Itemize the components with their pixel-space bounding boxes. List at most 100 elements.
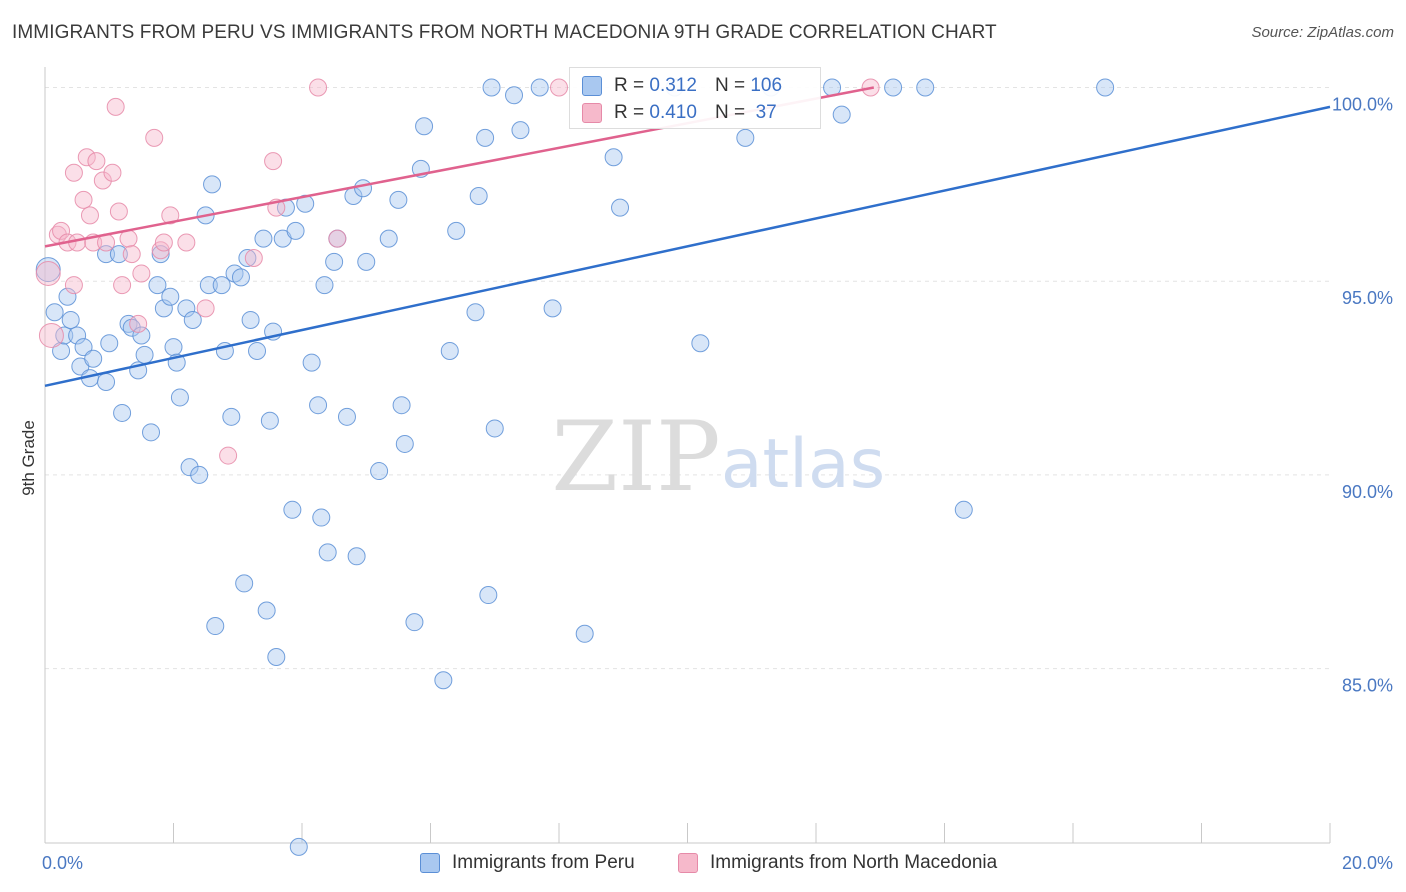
data-point-peru <box>543 299 562 318</box>
trend-lines <box>44 86 1331 388</box>
data-point-peru <box>289 837 308 856</box>
data-point-macedonia <box>550 78 568 97</box>
data-point-macedonia <box>309 78 328 97</box>
peru-swatch-icon <box>420 853 440 873</box>
data-point-peru <box>434 671 453 690</box>
stats-row-macedonia: R = 0.410 N = 37 <box>582 101 777 125</box>
data-point-peru <box>135 345 154 364</box>
data-point-peru <box>148 276 167 295</box>
legend-label-macedonia: Immigrants from North Macedonia <box>710 852 998 873</box>
data-point-peru <box>45 303 64 322</box>
series-peru <box>35 78 1115 856</box>
data-point-peru <box>180 458 199 477</box>
chart-legend: Immigrants from Peru Immigrants from Nor… <box>0 852 1406 878</box>
trend-line-peru <box>44 105 1331 388</box>
data-point-macedonia <box>244 248 263 267</box>
data-point-macedonia <box>38 322 64 348</box>
data-point-macedonia <box>77 148 96 167</box>
data-point-macedonia <box>52 221 71 240</box>
data-point-macedonia <box>106 97 125 116</box>
n-label: N = <box>714 75 746 96</box>
data-point-peru <box>100 334 119 353</box>
r-label: R = <box>614 75 645 96</box>
data-point-peru <box>485 419 504 438</box>
data-point-peru <box>183 310 202 329</box>
data-point-peru <box>916 78 935 97</box>
r-value: 0.410 <box>649 102 697 123</box>
data-point-macedonia <box>145 128 164 147</box>
data-point-peru <box>241 310 260 329</box>
chart-title: IMMIGRANTS FROM PERU VS IMMIGRANTS FROM … <box>12 22 997 43</box>
data-point-peru <box>479 586 498 605</box>
data-point-macedonia <box>264 152 283 171</box>
n-value: 106 <box>750 75 783 96</box>
data-point-peru <box>84 349 103 368</box>
series-macedonia <box>35 78 880 465</box>
data-point-macedonia <box>64 276 83 295</box>
correlation-stats-box: R = 0.312 N = 106 R = 0.410 N = 37 <box>569 67 821 129</box>
data-point-peru <box>575 624 594 643</box>
data-point-peru <box>954 500 973 519</box>
data-point-peru <box>164 338 183 357</box>
data-point-peru <box>142 423 161 442</box>
data-point-peru <box>257 601 276 620</box>
data-point-macedonia <box>64 163 83 182</box>
data-point-peru <box>248 341 267 360</box>
data-point-macedonia <box>93 171 112 190</box>
macedonia-swatch-icon <box>582 103 602 123</box>
data-point-peru <box>177 299 196 318</box>
data-point-peru <box>392 396 411 415</box>
data-point-peru <box>302 353 321 372</box>
x-tick-label: 0.0% <box>42 853 83 873</box>
data-point-peru <box>476 128 495 147</box>
data-point-peru <box>884 78 903 97</box>
data-point-peru <box>212 276 231 295</box>
data-point-peru <box>347 547 366 566</box>
data-point-peru <box>55 326 74 345</box>
legend-item-macedonia[interactable]: Immigrants from North Macedonia <box>678 852 997 874</box>
data-point-peru <box>68 326 87 345</box>
data-point-peru <box>370 462 389 481</box>
data-point-peru <box>611 198 630 217</box>
data-point-peru <box>466 303 485 322</box>
data-point-macedonia <box>328 229 347 248</box>
data-point-peru <box>325 252 344 271</box>
data-point-peru <box>286 221 305 240</box>
data-point-macedonia <box>87 152 106 171</box>
data-point-peru <box>440 341 459 360</box>
data-point-peru <box>405 613 424 632</box>
data-point-peru <box>267 648 286 667</box>
y-tick-label: 95.0% <box>1342 288 1393 308</box>
n-value: 37 <box>750 102 777 123</box>
watermark-atlas: atlas <box>721 425 885 504</box>
data-point-peru <box>97 372 116 391</box>
data-point-peru <box>170 388 189 407</box>
y-tick-label: 85.0% <box>1342 676 1393 696</box>
data-point-macedonia <box>122 245 141 264</box>
data-point-macedonia <box>35 260 61 286</box>
data-point-peru <box>231 268 250 287</box>
data-point-peru <box>691 334 710 353</box>
data-point-macedonia <box>161 206 180 225</box>
data-point-peru <box>206 617 225 636</box>
data-point-peru <box>74 338 93 357</box>
data-point-peru <box>254 229 273 248</box>
macedonia-swatch-icon <box>678 853 698 873</box>
data-point-peru <box>415 117 434 136</box>
data-point-peru <box>1096 78 1115 97</box>
data-point-peru <box>337 407 356 426</box>
y-axis-title: 9th Grade <box>19 420 38 496</box>
data-point-macedonia <box>132 264 151 283</box>
data-point-peru <box>113 403 132 422</box>
data-point-peru <box>315 276 334 295</box>
data-point-peru <box>199 276 218 295</box>
source-credit: Source: ZipAtlas.com <box>1251 24 1394 41</box>
data-point-peru <box>318 543 337 562</box>
data-point-peru <box>190 465 209 484</box>
data-point-peru <box>309 396 328 415</box>
data-point-macedonia <box>74 190 93 209</box>
legend-item-peru[interactable]: Immigrants from Peru <box>420 852 635 874</box>
r-label: R = <box>614 102 645 123</box>
data-point-peru <box>222 407 241 426</box>
data-point-macedonia <box>129 314 148 333</box>
